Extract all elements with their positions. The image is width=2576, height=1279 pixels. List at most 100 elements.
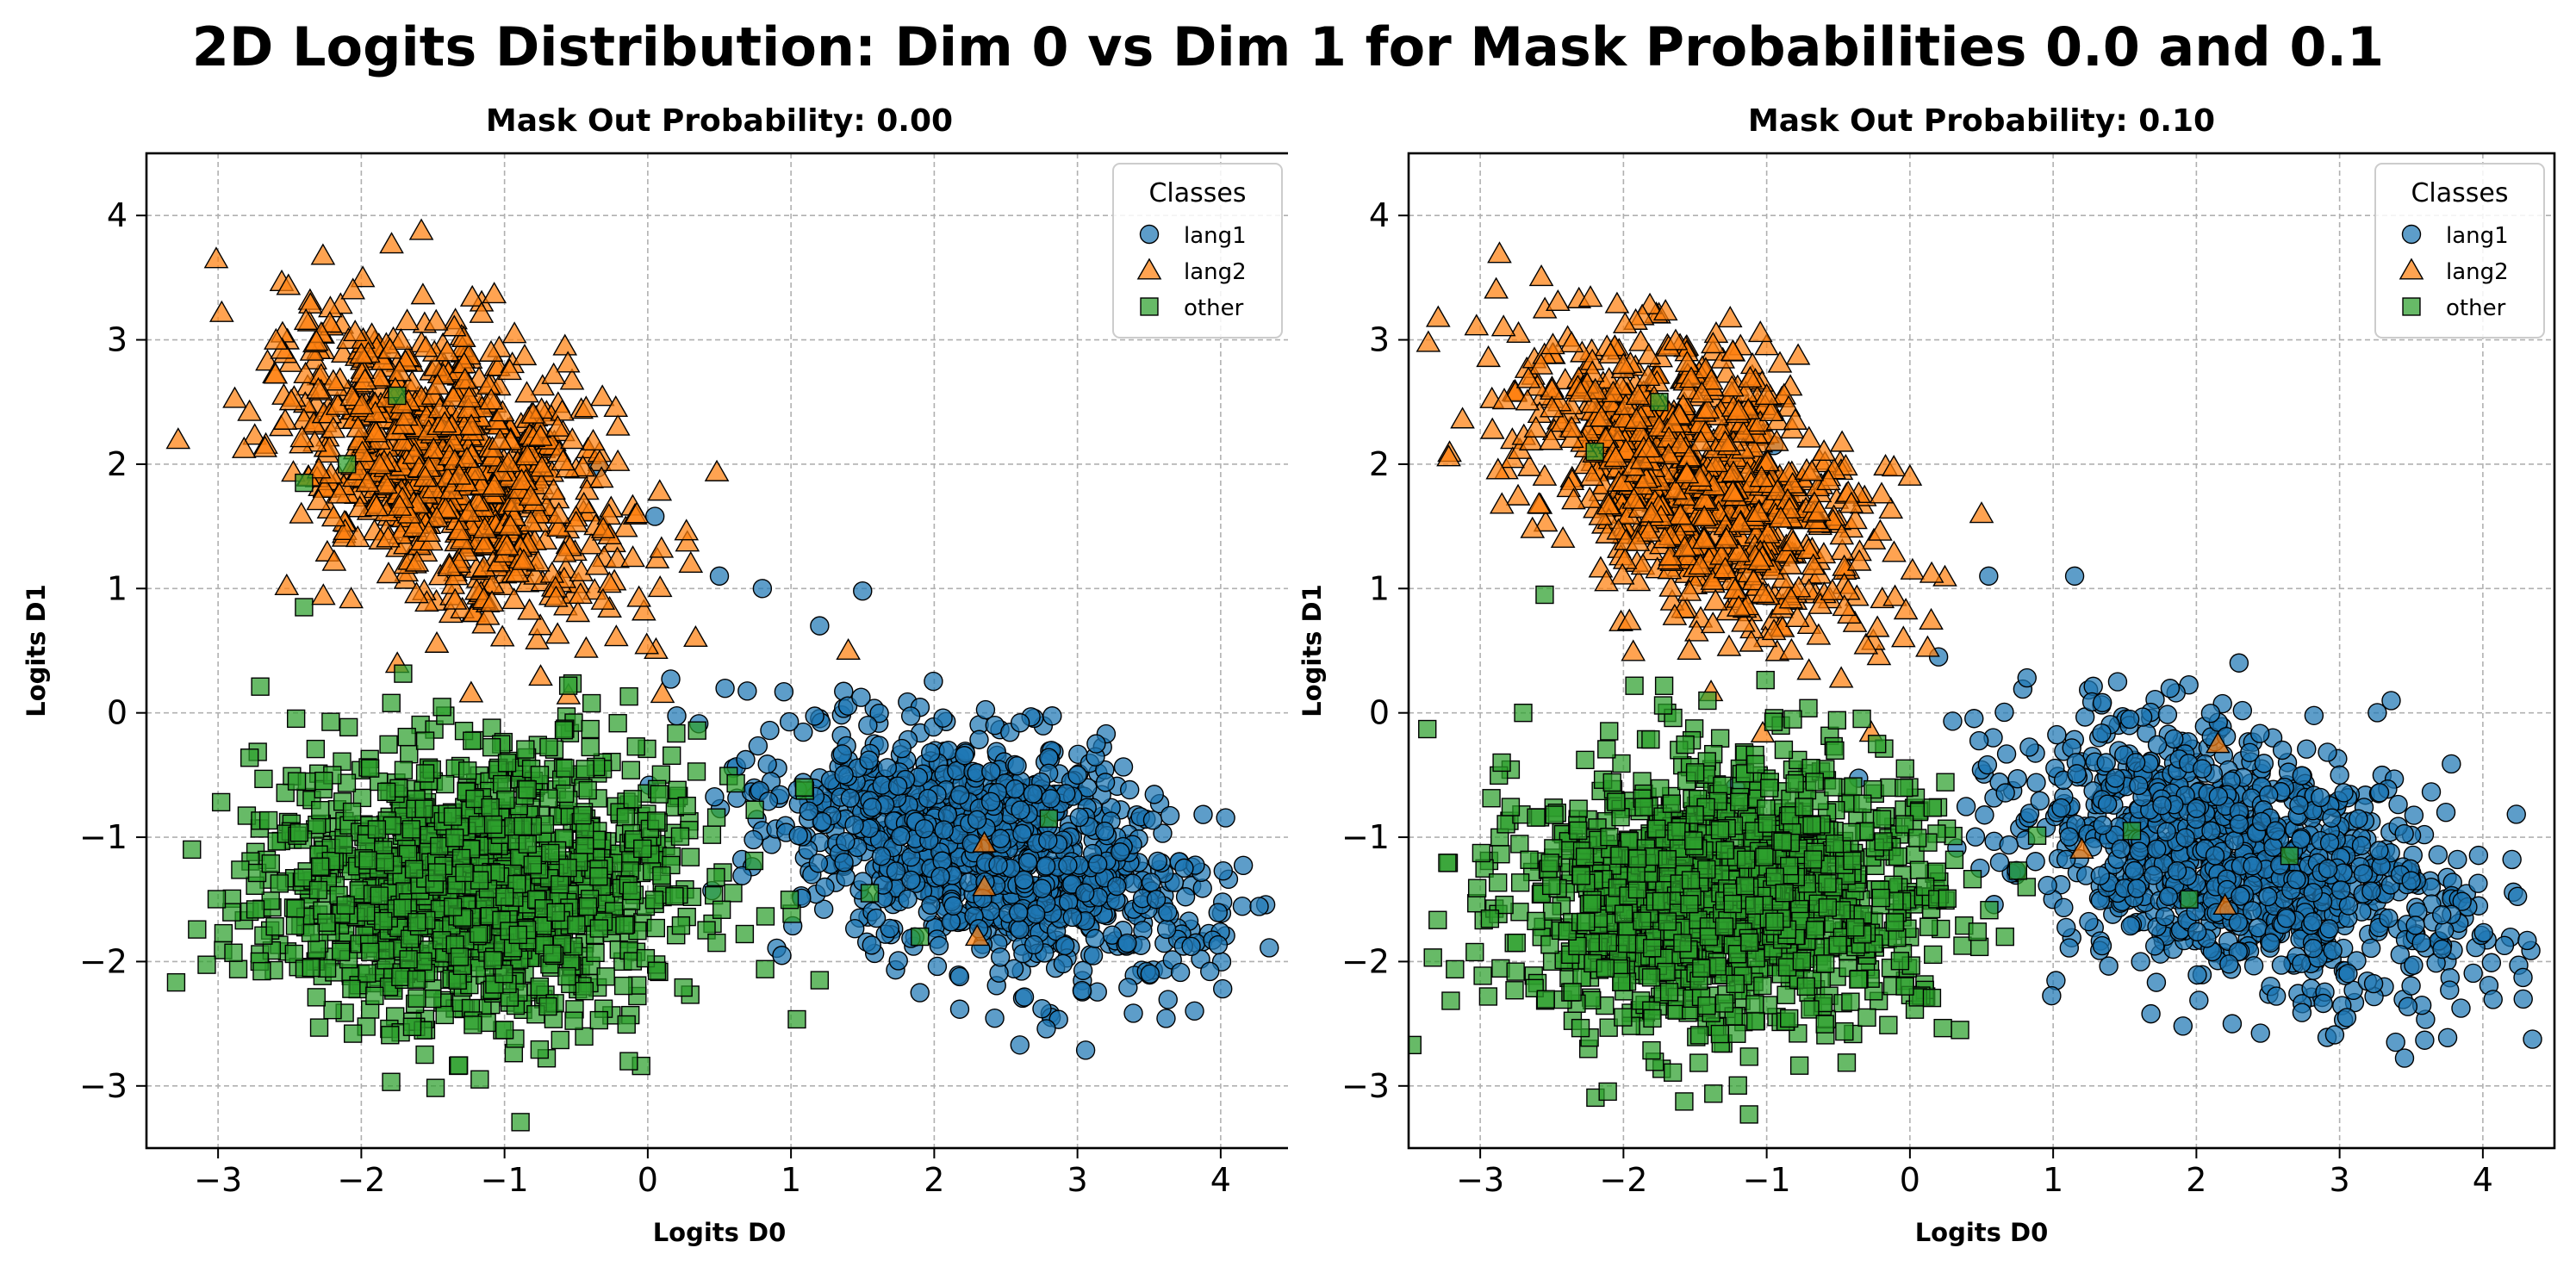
point-other <box>358 964 376 983</box>
point-lang2 <box>590 587 616 610</box>
point-other <box>408 913 426 932</box>
point-lang2 <box>551 449 576 471</box>
point-lang1 <box>2155 906 2175 927</box>
point-lang1 <box>2313 993 2333 1014</box>
point-other <box>615 916 634 934</box>
point-lang1 <box>744 829 763 850</box>
point-lang2 <box>512 343 538 366</box>
point-other <box>706 808 726 827</box>
point-other <box>623 790 642 809</box>
point-lang1 <box>2200 704 2221 723</box>
point-other <box>589 919 609 938</box>
point-lang2 <box>366 364 392 387</box>
point-lang2 <box>514 444 540 466</box>
point-other <box>382 693 401 712</box>
x-tick-label: 0 <box>638 1161 658 1199</box>
point-lang1 <box>1979 566 1999 587</box>
point-lang2 <box>501 321 527 344</box>
point-lang1 <box>2405 916 2425 935</box>
point-lang2 <box>596 571 622 593</box>
point-other <box>376 782 396 802</box>
point-lang2 <box>390 429 416 451</box>
point-lang1 <box>2017 667 2037 688</box>
point-lang1 <box>2292 1003 2312 1022</box>
point-lang1 <box>1014 987 1035 1007</box>
point-lang2 <box>544 622 570 644</box>
point-other <box>671 916 691 935</box>
point-lang1 <box>1120 779 1140 800</box>
point-lang2 <box>420 437 446 459</box>
point-lang1 <box>2404 805 2424 825</box>
point-lang2 <box>458 413 484 436</box>
point-lang2 <box>1900 557 1926 580</box>
point-lang1 <box>1996 744 2017 764</box>
point-other <box>650 785 669 804</box>
point-other <box>286 899 305 918</box>
point-other <box>567 916 586 934</box>
point-other <box>222 903 241 922</box>
point-other <box>463 731 482 750</box>
point-lang1 <box>805 706 824 726</box>
point-lang1 <box>836 831 856 852</box>
point-lang1 <box>1144 785 1164 804</box>
point-other <box>402 1017 422 1036</box>
point-other <box>375 853 395 872</box>
point-lang2 <box>555 351 581 373</box>
point-other <box>493 774 512 794</box>
point-lang1 <box>1208 934 1229 955</box>
point-lang2 <box>203 246 229 269</box>
point-lang1 <box>2494 935 2515 955</box>
point-lang2 <box>442 587 468 610</box>
point-lang1 <box>990 829 1011 848</box>
point-lang1 <box>887 776 908 796</box>
point-lang2 <box>603 394 629 418</box>
point-lang1 <box>2092 723 2112 743</box>
point-other <box>197 955 216 974</box>
point-lang1 <box>2271 955 2292 975</box>
point-lang1 <box>2007 768 2027 789</box>
point-other <box>589 866 608 886</box>
point-other <box>516 740 535 759</box>
point-lang1 <box>2266 821 2286 841</box>
point-lang2 <box>565 600 591 623</box>
point-other <box>401 820 421 839</box>
point-lang1 <box>2398 997 2418 1016</box>
point-lang1 <box>2394 1048 2415 1068</box>
point-lang2 <box>511 548 537 570</box>
point-lang2 <box>320 505 346 527</box>
point-lang1 <box>1943 711 1963 731</box>
point-lang1 <box>1007 755 1027 776</box>
point-other <box>508 925 527 945</box>
point-lang2 <box>523 562 548 585</box>
point-lang1 <box>2056 849 2076 870</box>
point-lang2 <box>327 481 352 504</box>
point-lang2 <box>413 335 439 357</box>
y-axis-label: Logits D1 <box>22 584 51 717</box>
point-lang1 <box>2292 953 2312 973</box>
point-lang1 <box>2303 912 2323 932</box>
point-lang1 <box>2266 986 2287 1006</box>
point-lang2 <box>545 414 570 437</box>
point-lang2 <box>469 301 495 323</box>
point-lang2 <box>342 320 368 342</box>
point-lang1 <box>2042 985 2062 1006</box>
point-lang2 <box>306 456 332 479</box>
point-lang1 <box>1156 919 1177 940</box>
point-lang1 <box>2147 735 2168 754</box>
point-lang1 <box>1111 842 1130 862</box>
point-lang2 <box>624 501 650 524</box>
point-lang1 <box>2351 835 2372 855</box>
point-lang2 <box>569 559 594 581</box>
point-other <box>668 780 687 799</box>
point-other <box>539 789 558 808</box>
point-lang2 <box>458 680 484 703</box>
point-lang2 <box>570 455 595 477</box>
point-lang1 <box>2324 1025 2345 1045</box>
point-lang1 <box>1181 936 1201 957</box>
point-lang1 <box>2097 794 2118 814</box>
point-lang1 <box>1107 876 1127 897</box>
point-lang1 <box>1208 903 1228 922</box>
point-lang1 <box>888 951 908 971</box>
point-other <box>188 920 207 939</box>
point-lang2 <box>424 506 450 528</box>
